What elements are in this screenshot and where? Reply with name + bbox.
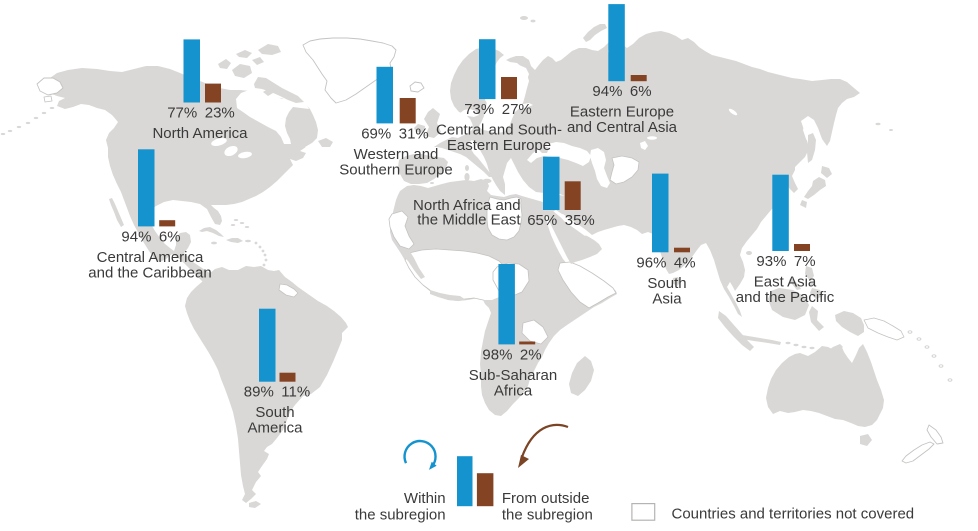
svg-text:South: South <box>255 404 294 421</box>
svg-text:the Middle East: the Middle East <box>417 212 521 229</box>
svg-text:Central America: Central America <box>97 249 204 266</box>
svg-text:73% 27%: 73% 27% <box>464 101 532 118</box>
svg-text:Western and: Western and <box>354 146 439 163</box>
svg-text:Countries and territories not: Countries and territories not covered <box>672 506 915 523</box>
svg-text:Within: Within <box>404 490 446 507</box>
svg-text:East Asia: East Asia <box>754 274 817 291</box>
svg-text:65% 35%: 65% 35% <box>527 212 595 229</box>
svg-text:North Africa and: North Africa and <box>413 197 521 214</box>
svg-text:94% 6%: 94% 6% <box>592 83 651 100</box>
svg-text:98% 2%: 98% 2% <box>482 346 541 363</box>
svg-text:America: America <box>247 420 303 437</box>
svg-text:Southern Europe: Southern Europe <box>339 161 452 178</box>
svg-text:77% 23%: 77% 23% <box>167 105 235 122</box>
svg-text:Central and South-: Central and South- <box>436 122 562 139</box>
svg-text:South: South <box>647 275 686 292</box>
svg-text:From outside: From outside <box>502 490 590 507</box>
svg-text:Eastern Europe: Eastern Europe <box>447 137 551 154</box>
svg-text:North America: North America <box>152 125 248 142</box>
svg-text:89% 11%: 89% 11% <box>244 384 310 401</box>
svg-text:96% 4%: 96% 4% <box>636 254 695 271</box>
svg-text:and the Pacific: and the Pacific <box>736 289 835 306</box>
svg-text:and Central Asia: and Central Asia <box>567 119 678 136</box>
svg-text:Eastern Europe: Eastern Europe <box>570 104 674 121</box>
svg-text:93% 7%: 93% 7% <box>756 253 815 270</box>
svg-text:the subregion: the subregion <box>502 507 593 524</box>
svg-text:the subregion: the subregion <box>355 507 446 524</box>
svg-text:94% 6%: 94% 6% <box>121 228 180 245</box>
svg-text:Asia: Asia <box>652 290 682 307</box>
svg-text:Africa: Africa <box>494 382 533 399</box>
svg-text:Sub-Saharan: Sub-Saharan <box>469 367 557 384</box>
svg-text:69% 31%: 69% 31% <box>361 125 429 142</box>
svg-text:and the Caribbean: and the Caribbean <box>88 264 211 281</box>
